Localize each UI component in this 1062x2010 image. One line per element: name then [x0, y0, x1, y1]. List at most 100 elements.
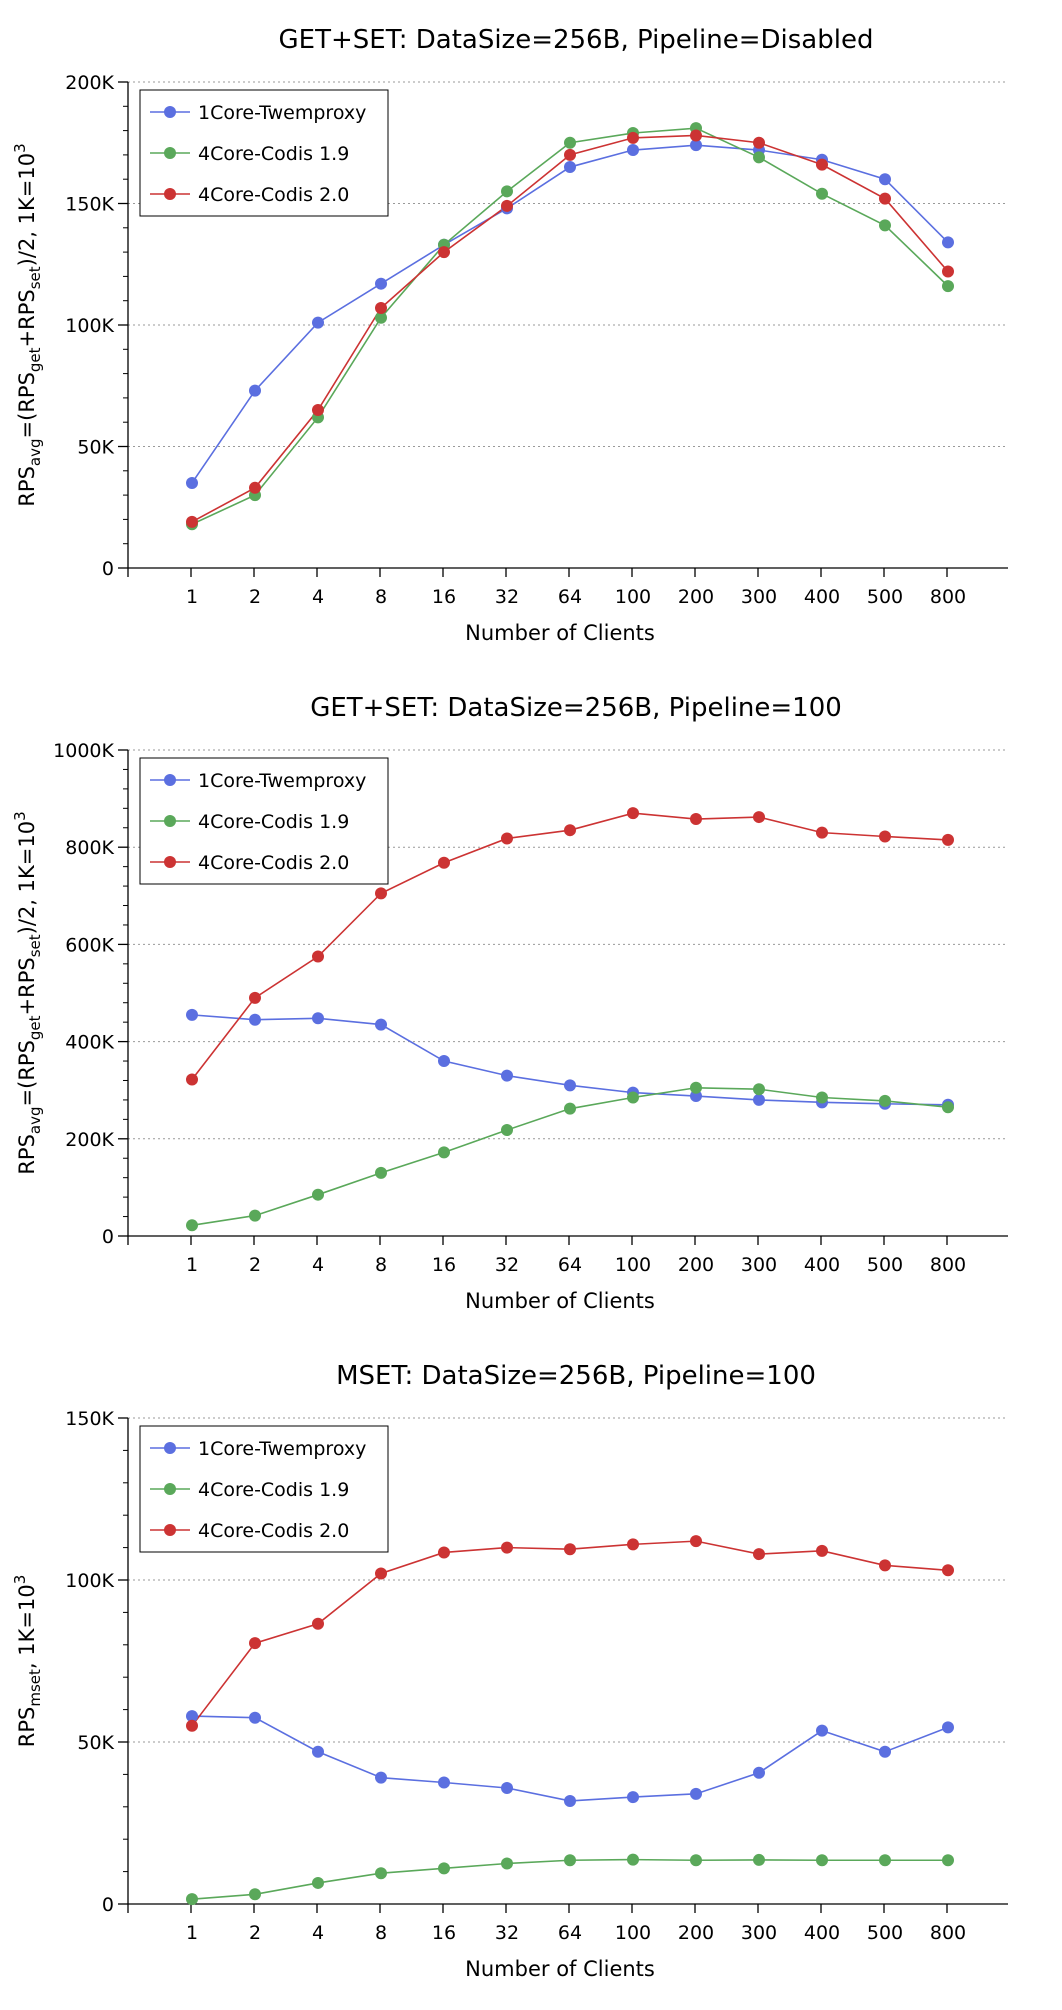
legend-label: 4Core-Codis 1.9 — [198, 1479, 349, 1501]
y-axis-label: RPSavg=(RPSget+RPSset)/2, 1K=103 — [11, 811, 44, 1174]
data-point — [816, 1544, 828, 1557]
x-tick-label: 4 — [312, 586, 324, 608]
data-point — [438, 1776, 450, 1789]
data-point — [249, 1209, 261, 1222]
y-tick-label: 800K — [65, 837, 114, 859]
data-point — [564, 1854, 576, 1867]
series-line — [191, 1715, 949, 1802]
y-label-part: +RPS — [15, 289, 39, 347]
data-point — [249, 1711, 261, 1724]
y-label-part: , 1K=10 — [15, 1584, 39, 1669]
x-tick-label: 200 — [678, 1922, 714, 1944]
data-point — [690, 1081, 702, 1094]
data-point — [438, 1146, 450, 1159]
legend-label: 1Core-Twemproxy — [198, 770, 366, 792]
x-tick-label: 32 — [495, 1922, 519, 1944]
data-point — [753, 1853, 765, 1866]
y-tick-label: 1000K — [53, 740, 114, 762]
chart-2: GET+SET: DataSize=256B, Pipeline=100 0 200… — [11, 693, 1008, 1313]
data-point — [753, 1766, 765, 1779]
data-point — [375, 1166, 387, 1179]
y-label-part: =(RPS — [15, 372, 39, 438]
data-point — [879, 219, 891, 232]
x-tick-label: 400 — [804, 586, 840, 608]
x-tick-label: 300 — [741, 586, 777, 608]
x-tick-label: 2 — [249, 1922, 261, 1944]
data-point — [375, 311, 387, 324]
data-point — [816, 826, 828, 839]
data-point — [501, 1782, 513, 1795]
x-tick-label: 1 — [186, 1922, 198, 1944]
x-tick-label: 64 — [558, 1922, 582, 1944]
data-point — [564, 824, 576, 837]
data-point — [501, 185, 513, 198]
data-point — [186, 1893, 198, 1906]
data-point — [816, 1724, 828, 1737]
data-point — [249, 1013, 261, 1026]
data-point — [627, 1538, 639, 1551]
data-point — [312, 1876, 324, 1889]
y-label-subscript: set — [26, 266, 44, 289]
data-point — [816, 158, 828, 171]
data-point — [312, 1012, 324, 1025]
y-label-part: =(RPS — [15, 1040, 39, 1106]
x-tick-label: 2 — [249, 1254, 261, 1276]
data-point — [753, 1548, 765, 1561]
y-tick-label: 50K — [77, 1732, 114, 1754]
y-tick-label: 200K — [65, 72, 114, 94]
y-label-subscript: mset — [26, 1669, 44, 1707]
y-tick-label: 400K — [65, 1032, 114, 1054]
x-tick-label: 100 — [615, 586, 651, 608]
data-point — [186, 476, 198, 489]
data-point — [627, 144, 639, 157]
data-point — [312, 1745, 324, 1758]
x-tick-label: 500 — [867, 1254, 903, 1276]
data-point — [690, 1787, 702, 1800]
data-point — [564, 136, 576, 149]
legend-label: 4Core-Codis 1.9 — [198, 811, 349, 833]
y-label-subscript: get — [26, 347, 44, 372]
legend-label: 1Core-Twemproxy — [198, 1438, 366, 1460]
x-axis-label: Number of Clients — [465, 621, 655, 645]
y-label-part: RPS — [15, 466, 39, 507]
y-tick-label: 600K — [65, 934, 114, 956]
x-tick-label: 100 — [615, 1922, 651, 1944]
x-tick-label: 300 — [741, 1922, 777, 1944]
legend-label: 4Core-Codis 2.0 — [198, 184, 349, 206]
x-tick-label: 8 — [375, 1922, 387, 1944]
x-tick-label: 8 — [375, 1254, 387, 1276]
x-tick-label: 800 — [930, 1254, 966, 1276]
chart-title: GET+SET: DataSize=256B, Pipeline=100 — [310, 693, 842, 723]
data-point — [186, 1008, 198, 1021]
data-point — [942, 833, 954, 846]
y-label-superscript: 3 — [11, 143, 29, 153]
data-point — [753, 811, 765, 824]
data-point — [375, 277, 387, 290]
data-point — [942, 236, 954, 249]
legend-swatch-marker — [164, 1442, 176, 1454]
legend-swatch-marker — [164, 188, 176, 200]
x-tick-label: 8 — [375, 586, 387, 608]
y-label-superscript: 3 — [11, 811, 29, 821]
y-label-part: RPS — [15, 1707, 39, 1748]
data-point — [186, 1710, 198, 1723]
data-point — [438, 246, 450, 259]
y-tick-label: 0 — [102, 1894, 114, 1916]
data-point — [375, 887, 387, 900]
legend-swatch-marker — [164, 106, 176, 118]
x-axis-label: Number of Clients — [465, 1957, 655, 1981]
x-tick-label: 100 — [615, 1254, 651, 1276]
y-label-part: )/2, 1K=10 — [15, 153, 39, 266]
data-point — [186, 1719, 198, 1732]
x-tick-label: 400 — [804, 1922, 840, 1944]
legend-label: 4Core-Codis 1.9 — [198, 143, 349, 165]
data-point — [249, 991, 261, 1004]
data-point — [942, 265, 954, 278]
legend-swatch-marker — [164, 815, 176, 827]
data-point — [690, 129, 702, 142]
legend-label: 4Core-Codis 2.0 — [198, 852, 349, 874]
legend-swatch-marker — [164, 147, 176, 159]
y-label-part: RPS — [15, 1134, 39, 1175]
chart-title: GET+SET: DataSize=256B, Pipeline=Disable… — [279, 25, 874, 55]
